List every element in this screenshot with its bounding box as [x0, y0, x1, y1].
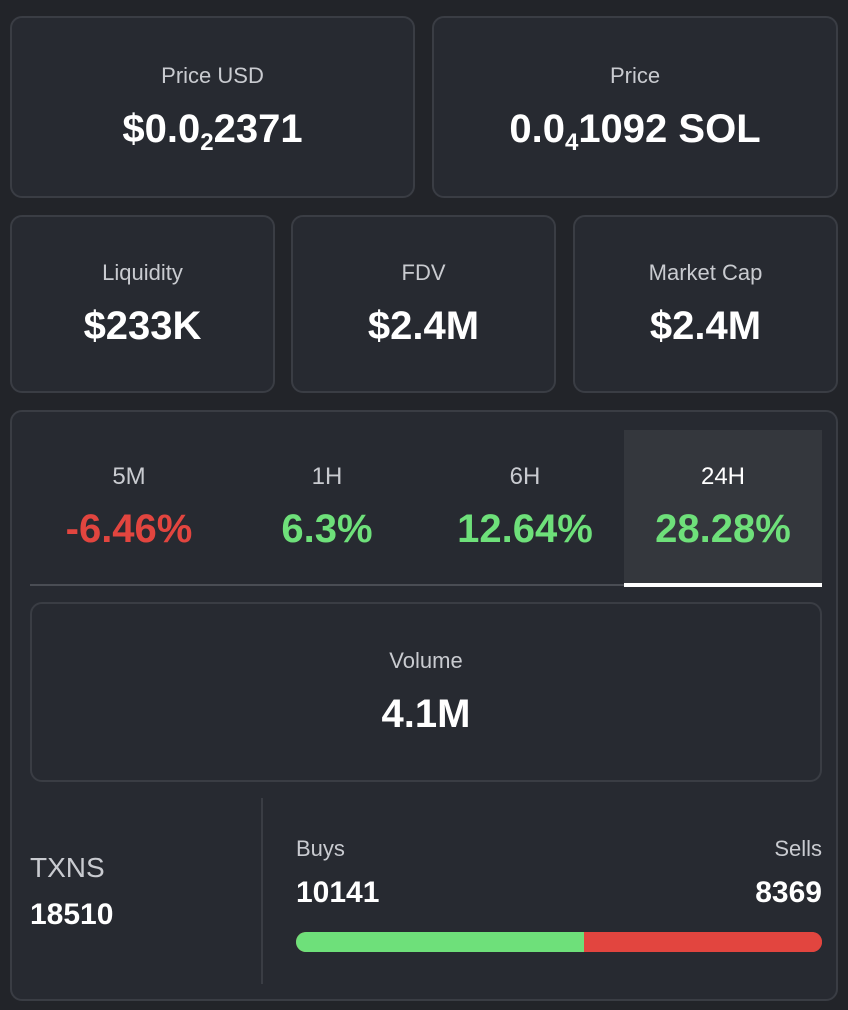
- sells-value: 8369: [755, 876, 822, 909]
- liquidity-value: $233K: [83, 303, 202, 348]
- tab-label: 6H: [509, 462, 541, 490]
- fdv-card: FDV $2.4M: [291, 215, 556, 393]
- price-sol-card: Price 0.041092 SOL: [432, 16, 838, 198]
- txns-summary: TXNS 18510: [30, 852, 113, 932]
- divider: [261, 798, 263, 984]
- buys-bar-segment: [296, 932, 585, 952]
- volume-card: Volume 4.1M: [30, 602, 822, 782]
- tab-6h[interactable]: 6H 12.64%: [426, 430, 624, 584]
- liquidity-card: Liquidity $233K: [10, 215, 275, 393]
- tab-1h[interactable]: 1H 6.3%: [228, 430, 426, 584]
- market-cap-card: Market Cap $2.4M: [573, 215, 838, 393]
- buys-sells-values: 10141 8369: [296, 862, 822, 910]
- price-change-value: 6.3%: [281, 506, 373, 551]
- price-sol-label: Price: [609, 62, 661, 88]
- txns-label: TXNS: [30, 852, 105, 883]
- tab-label: 1H: [311, 462, 343, 490]
- volume-value: 4.1M: [381, 691, 471, 736]
- price-usd-label: Price USD: [161, 62, 264, 88]
- price-change-value: -6.46%: [65, 506, 193, 551]
- buy-sell-ratio-bar: [296, 932, 822, 952]
- txns-value: 18510: [30, 898, 114, 931]
- market-cap-label: Market Cap: [648, 259, 763, 285]
- buys-value: 10141: [296, 876, 380, 909]
- price-change-value: 12.64%: [457, 506, 593, 551]
- tab-label: 5M: [112, 462, 146, 490]
- sells-bar-segment: [584, 932, 822, 952]
- tab-5m[interactable]: 5M -6.46%: [30, 430, 228, 584]
- price-usd-card: Price USD $0.022371: [10, 16, 415, 198]
- timeframe-tabs: 5M -6.46% 1H 6.3% 6H 12.64% 24H 28.28%: [30, 430, 822, 587]
- tab-24h[interactable]: 24H 28.28%: [624, 430, 822, 587]
- price-change-value: 28.28%: [655, 506, 791, 551]
- buys-sells-section: Buys Sells 10141 8369: [296, 836, 822, 952]
- fdv-label: FDV: [401, 259, 446, 285]
- timeframe-panel: 5M -6.46% 1H 6.3% 6H 12.64% 24H 28.28% V…: [10, 410, 838, 1001]
- sells-label: Sells: [774, 836, 822, 861]
- liquidity-label: Liquidity: [102, 259, 183, 285]
- price-usd-value: $0.022371: [122, 106, 303, 156]
- price-sol-value: 0.041092 SOL: [509, 106, 761, 156]
- buys-sells-labels: Buys Sells: [296, 836, 822, 862]
- market-cap-value: $2.4M: [649, 303, 762, 348]
- volume-label: Volume: [389, 647, 463, 673]
- buys-label: Buys: [296, 836, 345, 861]
- fdv-value: $2.4M: [367, 303, 480, 348]
- tab-label: 24H: [700, 462, 746, 490]
